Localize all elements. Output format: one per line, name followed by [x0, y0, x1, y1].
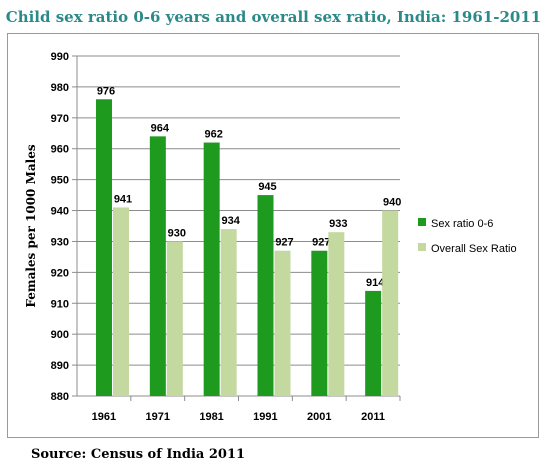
- bar: [96, 99, 112, 396]
- legend-swatch: [418, 243, 426, 251]
- bar: [203, 142, 220, 396]
- bar: [166, 241, 183, 396]
- bar: [274, 250, 291, 396]
- y-tick-label: 970: [51, 113, 69, 125]
- bar: [365, 290, 382, 396]
- y-tick-label: 920: [51, 267, 69, 279]
- data-label: 976: [97, 85, 115, 97]
- y-axis-title: Females per 1000 Males: [24, 144, 38, 307]
- y-tick-label: 910: [51, 298, 69, 310]
- y-tick-label: 980: [51, 82, 69, 94]
- data-label: 940: [383, 197, 401, 209]
- bar: [220, 229, 237, 396]
- data-label: 962: [204, 129, 222, 141]
- x-tick-label: 1971: [146, 411, 170, 423]
- y-tick-label: 940: [51, 206, 69, 218]
- bar: [257, 195, 274, 396]
- x-tick-label: 1961: [92, 411, 116, 423]
- y-tick-label: 900: [51, 329, 69, 341]
- bar: [328, 232, 345, 396]
- legend-label: Overall Sex Ratio: [431, 243, 517, 255]
- x-tick-label: 2001: [307, 411, 331, 423]
- data-label: 933: [329, 218, 347, 230]
- source-note: Source: Census of India 2011: [31, 447, 246, 462]
- y-tick-label: 930: [51, 236, 69, 248]
- data-label: 964: [151, 122, 170, 134]
- x-tick-label: 2011: [361, 411, 385, 423]
- chart-title: Child sex ratio 0-6 years and overall se…: [5, 8, 542, 26]
- y-tick-label: 890: [51, 360, 69, 372]
- x-tick-label: 1981: [199, 411, 223, 423]
- legend-swatch: [418, 218, 426, 226]
- data-label: 914: [366, 277, 385, 289]
- legend-label: Sex ratio 0-6: [431, 218, 493, 230]
- data-label: 945: [258, 181, 276, 193]
- data-label: 934: [221, 215, 240, 227]
- data-label: 930: [168, 227, 186, 239]
- bar: [311, 250, 328, 396]
- y-tick-label: 960: [51, 144, 69, 156]
- data-label: 927: [275, 237, 293, 249]
- y-tick-label: 990: [51, 51, 69, 63]
- bar: [113, 207, 129, 396]
- data-label: 927: [312, 237, 330, 249]
- bar: [149, 136, 166, 396]
- y-tick-label: 950: [51, 175, 69, 187]
- data-label: 941: [114, 193, 132, 205]
- x-tick-label: 1991: [253, 411, 277, 423]
- bar: [382, 210, 399, 396]
- y-tick-label: 880: [51, 391, 69, 403]
